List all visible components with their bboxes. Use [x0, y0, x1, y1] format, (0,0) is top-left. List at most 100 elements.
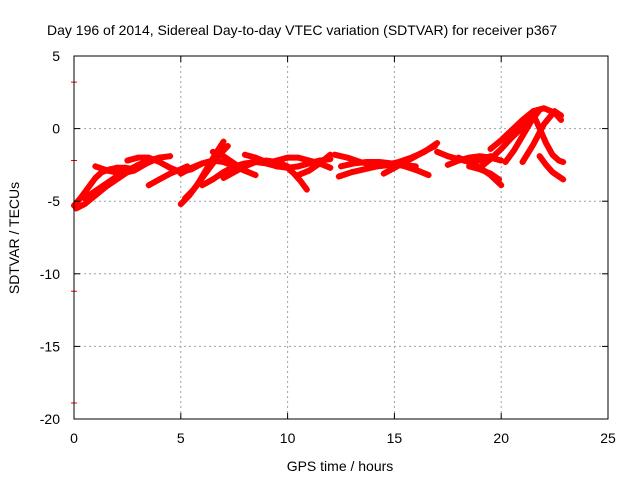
data-series	[71, 79, 567, 407]
x-tick-label: 15	[387, 430, 403, 446]
data-point	[444, 161, 451, 168]
grid	[74, 56, 608, 419]
data-point	[167, 153, 174, 160]
axis-ticks	[73, 55, 609, 420]
data-point	[156, 176, 163, 183]
data-point	[455, 154, 462, 161]
data-point	[511, 147, 518, 154]
data-point	[220, 174, 227, 181]
data-point	[295, 163, 302, 170]
data-point	[543, 140, 550, 147]
data-point	[199, 182, 206, 189]
data-point	[331, 151, 338, 158]
data-point	[224, 143, 231, 150]
data-point	[344, 154, 351, 161]
data-point	[363, 158, 370, 165]
data-point	[414, 167, 421, 174]
series-line	[508, 112, 535, 141]
data-point	[190, 186, 197, 193]
data-point	[220, 138, 227, 145]
data-point	[209, 157, 216, 164]
data-point	[498, 137, 505, 144]
data-point	[130, 167, 137, 174]
data-point	[350, 160, 357, 167]
data-point	[303, 186, 310, 193]
data-point	[423, 147, 430, 154]
data-point	[380, 170, 387, 177]
data-point	[124, 157, 131, 164]
data-point	[92, 188, 99, 195]
data-point	[209, 148, 216, 155]
data-point	[81, 195, 88, 202]
data-point	[434, 148, 441, 155]
data-point	[167, 170, 174, 177]
data-point	[305, 157, 312, 164]
data-point	[519, 132, 526, 139]
data-point	[220, 169, 227, 176]
data-point	[143, 160, 150, 167]
data-point	[316, 160, 323, 167]
x-tick-label: 10	[280, 430, 296, 446]
x-axis-label: GPS time / hours	[287, 458, 394, 474]
data-point	[335, 173, 342, 180]
data-point	[263, 160, 270, 167]
data-point	[536, 153, 543, 160]
data-point	[476, 153, 483, 160]
data-point	[530, 141, 537, 148]
data-point	[135, 154, 142, 161]
data-point	[252, 154, 259, 161]
tick-labels: 0 5 10 15 20 25 -20 -15 -10 -5 0 5	[40, 48, 616, 446]
chart-title: Day 196 of 2014, Sidereal Day-to-day VTE…	[47, 22, 557, 38]
data-point	[92, 163, 99, 170]
data-point	[117, 170, 124, 177]
y-tick-label: -15	[40, 338, 60, 354]
data-point	[188, 164, 195, 171]
y-tick-label: -10	[40, 266, 60, 282]
data-point	[560, 176, 567, 183]
data-point	[558, 112, 565, 119]
data-point	[444, 153, 451, 160]
data-point	[528, 112, 535, 119]
data-point	[536, 125, 543, 132]
x-tick-label: 5	[177, 430, 185, 446]
data-point	[284, 154, 291, 161]
y-axis-label: SDTVAR / TECUs	[6, 182, 22, 294]
data-point	[431, 143, 438, 150]
data-point	[209, 176, 216, 183]
data-point	[466, 163, 473, 170]
data-point	[231, 169, 238, 176]
data-point	[476, 164, 483, 171]
data-point	[425, 172, 432, 179]
data-point	[536, 106, 543, 113]
data-point	[549, 151, 556, 158]
data-point	[103, 180, 110, 187]
data-point	[92, 174, 99, 181]
data-point	[508, 134, 515, 141]
data-point	[549, 169, 556, 176]
data-point	[555, 173, 562, 180]
data-point	[297, 177, 304, 184]
data-point	[220, 158, 227, 165]
series-line	[466, 163, 503, 183]
data-point	[555, 157, 562, 164]
series-line	[295, 151, 334, 179]
x-tick-label: 20	[493, 430, 509, 446]
data-point	[521, 119, 528, 126]
data-point	[502, 158, 509, 165]
series-line	[380, 143, 438, 177]
data-point	[220, 153, 227, 160]
y-tick-label: -20	[40, 411, 60, 427]
data-point	[145, 182, 152, 189]
plot-frame	[73, 55, 609, 420]
data-point	[487, 156, 494, 163]
data-point	[496, 176, 503, 183]
data-point	[327, 164, 334, 171]
data-point	[338, 163, 344, 170]
data-point	[241, 151, 248, 158]
data-point	[487, 170, 494, 177]
data-point	[560, 158, 567, 165]
data-point	[273, 163, 280, 170]
data-point	[498, 182, 505, 189]
x-tick-label: 25	[600, 430, 616, 446]
